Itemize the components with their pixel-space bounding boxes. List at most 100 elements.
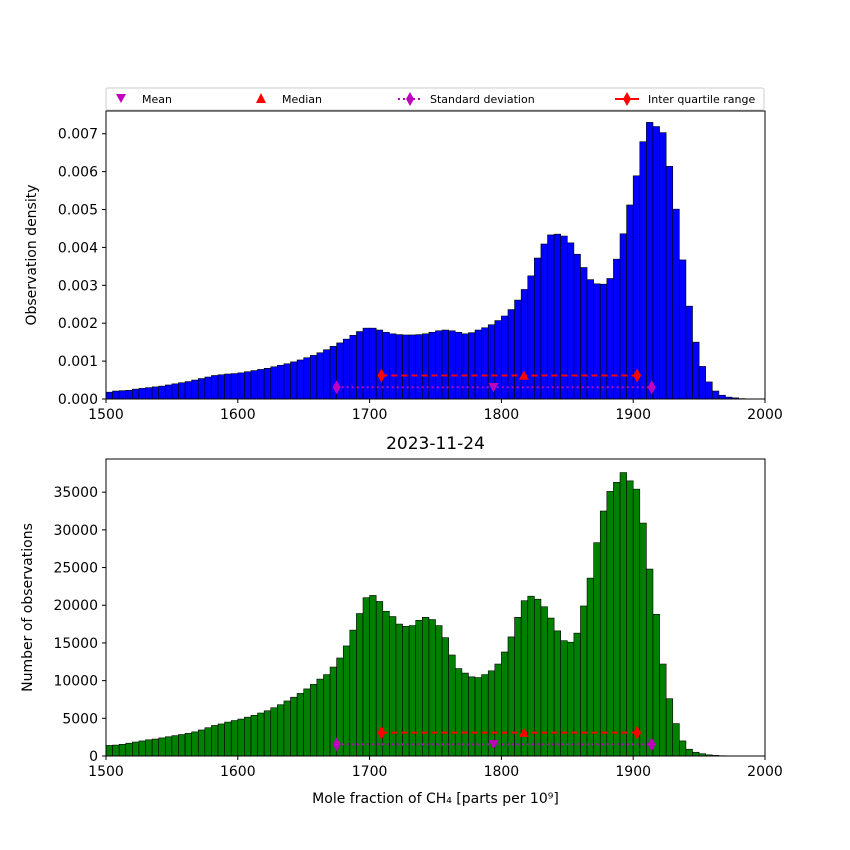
median-marker-icon [256, 93, 266, 103]
histogram-bar [151, 386, 160, 400]
histogram-bar [461, 333, 469, 400]
y-tick-label: 15000 [53, 636, 98, 652]
histogram-bar [178, 382, 186, 400]
iqr-high-marker [633, 368, 642, 383]
legend: Mean Median Standard deviation Inter qua… [105, 87, 765, 111]
histogram-bar [309, 684, 318, 757]
histogram-bar [626, 204, 634, 400]
histogram-bar [599, 510, 608, 757]
histogram-bar [342, 645, 351, 757]
histogram-bar [349, 629, 357, 757]
histogram-bar [165, 736, 173, 757]
statistics-overlay [332, 725, 656, 752]
histogram-bar [692, 751, 700, 757]
histogram-bar [323, 674, 331, 757]
histogram-bar [145, 387, 153, 400]
y-axis-label: Number of observations [20, 523, 36, 692]
y-tick-label: 30000 [53, 523, 98, 539]
histogram-bar [132, 388, 140, 400]
bars [105, 122, 766, 400]
histogram-bar [692, 341, 700, 400]
histogram-bar [217, 374, 225, 400]
legend-item-std: Standard deviation [398, 92, 535, 106]
histogram-bar [593, 283, 601, 400]
y-tick-label: 0.000 [58, 392, 98, 408]
histogram-bar [375, 329, 384, 400]
histogram-bar [356, 331, 364, 400]
histogram-bar [237, 718, 245, 757]
histogram-bar [296, 359, 304, 400]
histogram-bar [257, 712, 265, 757]
histogram-bar [303, 688, 311, 757]
histogram-bar [422, 333, 430, 400]
histogram-bar [454, 332, 463, 400]
histogram-bar [224, 721, 232, 757]
histogram-bar [441, 329, 449, 400]
legend-item-median: Median [256, 93, 322, 106]
histogram-bar [639, 141, 647, 400]
histogram-bar [573, 253, 581, 400]
histogram-bar [659, 132, 667, 400]
histogram-bar [389, 333, 397, 400]
histogram-bar [356, 613, 364, 757]
histogram-bar [566, 641, 575, 757]
histogram-bar [652, 126, 660, 400]
std-marker-icon [406, 92, 414, 106]
histogram-bar [118, 744, 127, 757]
histogram-bar [277, 704, 285, 757]
histogram-bar [639, 522, 647, 757]
histogram-bar [408, 334, 417, 400]
histogram-bar [474, 329, 482, 400]
histogram-bar [204, 727, 212, 757]
histogram-bar [230, 373, 239, 400]
histogram-bar [263, 368, 272, 400]
x-tick-label: 1500 [88, 764, 124, 780]
histogram-bar [362, 597, 370, 757]
x-tick-label: 1800 [484, 407, 520, 423]
histogram-bar [672, 208, 680, 400]
mean-marker [488, 740, 499, 750]
histogram-bar [290, 361, 298, 400]
histogram-bar [184, 381, 192, 400]
histogram-bar [402, 626, 410, 757]
density-histogram-panel: 1500 1600 1700 1800 1900 20000.0000.0010.0020… [24, 110, 783, 423]
x-axis-label: Mole fraction of CH₄ [parts per 10⁹] [312, 791, 559, 807]
histogram-bar [145, 739, 153, 757]
histogram-bar [204, 376, 212, 400]
x-tick-label: 1900 [615, 764, 651, 780]
x-tick-label: 2000 [747, 407, 783, 423]
histogram-bar [520, 289, 529, 400]
histogram-bar [395, 623, 403, 757]
histogram-bar [553, 233, 562, 400]
histogram-bar [448, 330, 456, 400]
legend-label-mean: Mean [142, 93, 172, 106]
iqr-low-marker [377, 725, 386, 740]
y-tick-label: 25000 [53, 561, 98, 577]
histogram-bar [250, 370, 258, 400]
histogram-bar [290, 696, 298, 757]
histogram-bar [435, 625, 443, 757]
std-low-marker [332, 737, 341, 752]
histogram-bar [679, 740, 687, 757]
y-tick-label: 0.001 [58, 354, 98, 370]
histogram-bar [606, 491, 614, 757]
count-histogram-panel: 1500 1600 1700 1800 1900 20000500010000150002… [20, 434, 783, 807]
median-marker [518, 727, 529, 737]
x-tick-label: 1800 [484, 764, 520, 780]
histogram-bar [632, 175, 641, 400]
histogram-bar [672, 723, 680, 757]
histogram-bar [547, 617, 555, 757]
std-low-marker [332, 380, 341, 395]
x-axis: 1500 1600 1700 1800 1900 2000 [88, 399, 783, 423]
histogram-bar [514, 299, 522, 400]
histogram-bar [217, 723, 225, 757]
histogram-bar [593, 542, 601, 757]
histogram-bar [244, 716, 252, 757]
y-tick-label: 0.007 [58, 127, 98, 143]
legend-item-iqr: Inter quartile range [615, 92, 755, 106]
y-tick-label: 0 [89, 749, 98, 765]
histogram-bar [316, 352, 324, 400]
histogram-bar [534, 257, 542, 400]
x-tick-label: 1700 [352, 407, 388, 423]
statistics-overlay [332, 368, 656, 395]
